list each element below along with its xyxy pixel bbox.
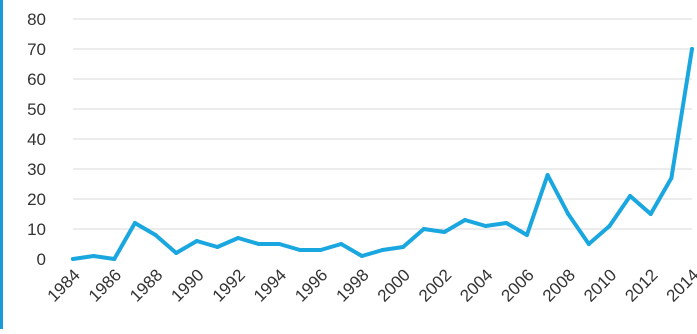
x-tick-label: 2002 bbox=[415, 265, 455, 305]
x-tick-label: 1992 bbox=[209, 265, 249, 305]
data-point bbox=[483, 224, 488, 228]
y-tick-label: 60 bbox=[27, 70, 46, 89]
data-point bbox=[648, 212, 653, 216]
x-tick-label: 1998 bbox=[333, 265, 373, 305]
data-point bbox=[463, 218, 467, 222]
y-tick-label: 70 bbox=[27, 40, 46, 59]
data-point bbox=[339, 242, 344, 246]
data-point bbox=[277, 242, 282, 246]
data-point bbox=[380, 248, 385, 252]
y-axis-tick-labels: 0 10 20 30 40 50 60 70 80 bbox=[27, 10, 46, 269]
data-point bbox=[215, 245, 220, 249]
data-point bbox=[256, 242, 261, 246]
x-tick-label: 1988 bbox=[126, 265, 166, 305]
x-tick-label: 1986 bbox=[85, 265, 125, 305]
x-tick-label: 1996 bbox=[291, 265, 331, 305]
x-tick-label: 2006 bbox=[498, 265, 538, 305]
data-point bbox=[132, 221, 137, 225]
x-tick-label: 1990 bbox=[167, 265, 207, 305]
data-point bbox=[545, 173, 550, 177]
left-accent-bar bbox=[0, 0, 3, 329]
data-point bbox=[194, 239, 199, 243]
data-point bbox=[607, 224, 612, 228]
data-point bbox=[628, 194, 633, 198]
y-tick-label: 50 bbox=[27, 100, 46, 119]
data-point bbox=[153, 233, 158, 237]
y-tick-label: 40 bbox=[27, 130, 46, 149]
data-point bbox=[112, 257, 117, 261]
x-tick-label: 2012 bbox=[621, 265, 661, 305]
data-point bbox=[690, 47, 694, 51]
x-tick-label: 2008 bbox=[539, 265, 579, 305]
data-point bbox=[318, 248, 323, 252]
y-tick-label: 30 bbox=[27, 160, 46, 179]
data-point bbox=[91, 254, 96, 258]
x-tick-label: 2000 bbox=[374, 265, 414, 305]
data-point bbox=[401, 245, 406, 249]
data-point bbox=[566, 212, 571, 216]
data-point bbox=[236, 236, 241, 240]
x-tick-label: 1994 bbox=[250, 265, 290, 305]
x-tick-label: 1984 bbox=[44, 265, 84, 305]
data-point bbox=[298, 248, 302, 252]
y-tick-label: 20 bbox=[27, 190, 46, 209]
x-tick-label: 2014 bbox=[663, 265, 697, 305]
gridlines bbox=[73, 18, 692, 230]
data-point bbox=[586, 242, 591, 246]
x-tick-label: 2004 bbox=[456, 265, 496, 305]
data-point bbox=[71, 257, 75, 261]
data-point bbox=[442, 230, 447, 234]
series-layer bbox=[71, 47, 694, 261]
data-point bbox=[174, 251, 179, 255]
data-point bbox=[524, 233, 529, 237]
data-point bbox=[421, 227, 426, 231]
series-line bbox=[71, 47, 694, 261]
y-tick-label: 80 bbox=[27, 10, 46, 29]
x-axis-tick-labels: 1984 1986 1988 1990 1992 1994 1996 1998 2000 2002… bbox=[44, 265, 697, 305]
y-tick-label: 10 bbox=[27, 220, 46, 239]
y-tick-label: 0 bbox=[37, 250, 46, 269]
x-tick-label: 2010 bbox=[580, 265, 620, 305]
data-point bbox=[669, 176, 674, 180]
data-point bbox=[359, 254, 364, 258]
data-point bbox=[504, 221, 509, 225]
